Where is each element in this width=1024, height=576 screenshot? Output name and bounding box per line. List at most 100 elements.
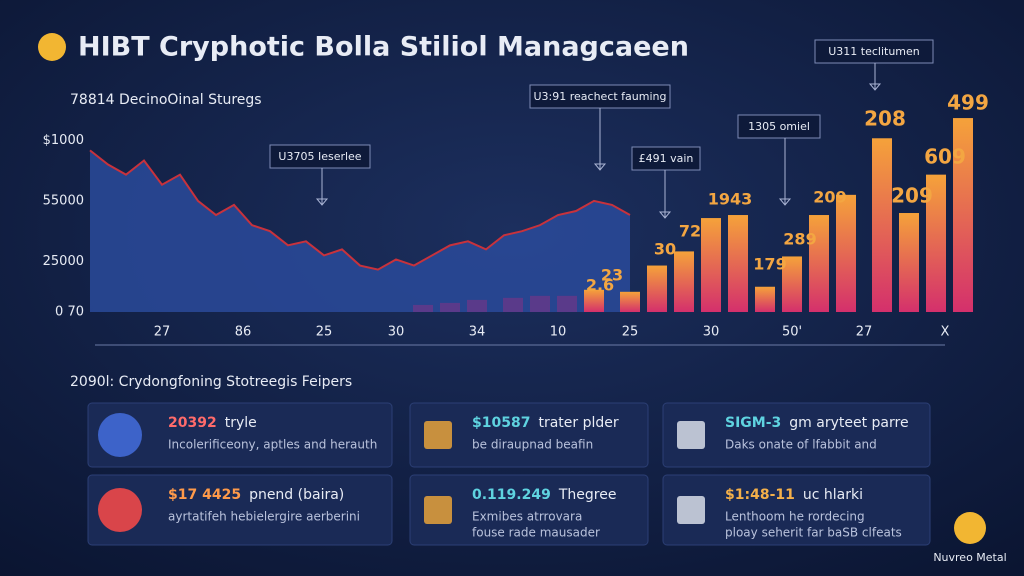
card-headline: $17 4425 pnend (baira) (168, 487, 344, 503)
card (87, 474, 393, 546)
card-headline: 0.119.249 Thegree (472, 487, 616, 503)
card-title: gm aryteet parre (789, 415, 908, 431)
card-headline: SIGM-3 gm aryteet parre (725, 415, 909, 431)
card-title: trater plder (538, 415, 618, 431)
bar (782, 256, 802, 312)
bar (503, 297, 523, 312)
bar-label: 208 (864, 107, 906, 131)
card-title: tryle (225, 415, 257, 431)
callout-box (737, 114, 821, 139)
card (662, 402, 931, 468)
footer-brand: Nuvreo Metal (933, 551, 1006, 564)
x-tick-label: 30 (703, 325, 720, 340)
bar (530, 295, 550, 312)
card-icon (424, 421, 452, 449)
bar (620, 291, 640, 312)
bar-label: 209 (891, 184, 933, 208)
card-desc: ayrtatifeh hebielergire aerberini (168, 510, 360, 524)
card-headline: 20392 tryle (168, 415, 257, 431)
card-value: 20392 (168, 415, 217, 431)
callout-arrow (315, 198, 329, 206)
callout-box (814, 39, 934, 64)
card-headline: $1:48-11 uc hlarki (725, 487, 863, 503)
bar-label: 72 (679, 222, 701, 241)
logo (38, 33, 66, 61)
callout-text: U3705 Ieserlee (278, 150, 361, 163)
bar (467, 299, 487, 312)
x-tick-label: 27 (856, 325, 873, 340)
callout-box (269, 144, 371, 169)
card-icon (677, 496, 705, 524)
callout-text: U3:91 reachect fauming (534, 90, 667, 103)
bar-label: 1943 (708, 190, 753, 209)
x-tick-label: 86 (235, 325, 252, 340)
bar (647, 265, 667, 312)
bar-label: 209 (813, 188, 846, 207)
bar-label: 499 (947, 91, 989, 115)
footer-logo (954, 512, 986, 544)
card-value: $17 4425 (168, 487, 241, 503)
card-icon (98, 413, 142, 457)
card (87, 402, 393, 468)
x-tick-label: 27 (154, 325, 171, 340)
bar (926, 174, 946, 312)
card-value: SIGM-3 (725, 415, 781, 431)
bar (674, 251, 694, 312)
bar (953, 118, 973, 312)
card-icon (98, 488, 142, 532)
callout-arrow (868, 83, 882, 91)
card-desc: Daks onate of lfabbit and (725, 438, 877, 452)
card-icon (424, 496, 452, 524)
page-title: HIBT Cryphotic Bolla Stiliol Managcaeen (78, 32, 689, 63)
callout-box (631, 146, 701, 171)
bar-label: 30 (654, 240, 676, 259)
card-value: $1:48-11 (725, 487, 795, 503)
callout-text: £491 vain (639, 152, 694, 165)
bar (809, 215, 829, 312)
card-desc: Incolerificeony, aptles and herauth (168, 438, 377, 452)
callout-text: 1305 omiel (748, 120, 810, 133)
card (662, 474, 931, 546)
card-icon (677, 421, 705, 449)
y-tick-label: 25000 (43, 254, 84, 269)
section-title: 2090l: Crydongfoning Stotreegis Feipers (70, 374, 352, 390)
card-desc: be diraupnad beafin (472, 438, 593, 452)
card-value: $10587 (472, 415, 530, 431)
bar (755, 286, 775, 312)
card-desc: Exmibes atrrovara (472, 510, 582, 524)
bar-label: 2.6 (586, 276, 614, 295)
y-tick-label: 55000 (43, 193, 84, 208)
bar (836, 194, 856, 312)
area (90, 150, 630, 312)
bar (557, 295, 577, 312)
x-tick-label: 50' (782, 325, 802, 340)
bar-label: 179 (753, 255, 786, 274)
bar (584, 289, 604, 312)
area-line (89, 149, 631, 271)
card-headline: $10587 trater plder (472, 415, 619, 431)
bar (728, 215, 748, 312)
x-tick-label: 25 (316, 325, 333, 340)
card-title: pnend (baira) (249, 487, 344, 503)
x-tick-label: 25 (622, 325, 639, 340)
x-tick-label: 30 (388, 325, 405, 340)
x-tick-label: 34 (469, 325, 486, 340)
chart-title: 78814 DecinoOinal Sturegs (70, 92, 262, 108)
bar-label: 609 (924, 145, 966, 169)
bar (440, 302, 460, 312)
card (409, 474, 649, 546)
y-tick-label: 0 70 (55, 305, 84, 320)
bar (899, 213, 919, 312)
card-value: 0.119.249 (472, 487, 551, 503)
bar-label: 289 (783, 230, 816, 249)
bar-label: 23 (601, 266, 623, 285)
callout-arrow (593, 163, 607, 171)
card-title: Thegree (558, 487, 617, 503)
callout-arrow (778, 198, 792, 206)
card (409, 402, 649, 468)
bar (701, 218, 721, 312)
card-desc: Lenthoom he rordecing (725, 510, 865, 524)
card-desc: ploay seherit far baSB clfeats (725, 526, 902, 540)
bar (872, 138, 892, 312)
